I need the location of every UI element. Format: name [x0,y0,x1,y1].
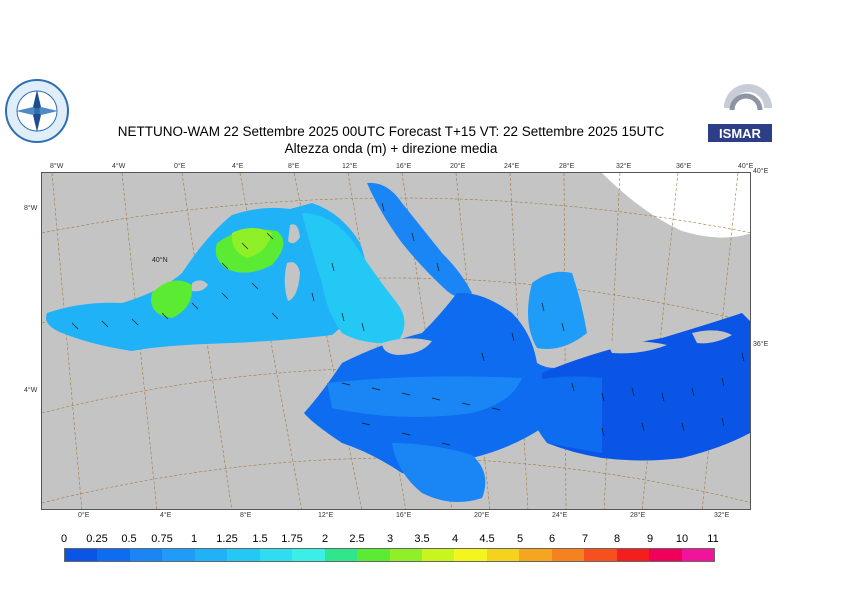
colorbar-swatch [292,549,325,561]
left-tick: 8°W [24,205,38,212]
top-tick: 36°E [676,163,692,170]
colorbar-label: 0.75 [151,533,173,545]
colorbar-label: 9 [646,533,654,545]
crete-island [607,341,667,354]
colorbar-label: 1.5 [252,533,268,545]
colorbar-swatch [129,549,163,561]
right-tick: 40°E [753,168,769,175]
top-tick: 12°E [342,163,358,170]
latitude-label: 40°N [152,256,168,264]
colorbar-label: 7 [581,533,589,545]
colorbar-label: 3.5 [414,533,430,545]
top-tick: 16°E [396,163,412,170]
colorbar-label: 0.25 [86,533,108,545]
outside-domain-area [602,173,750,238]
right-tick: 36°E [753,341,769,348]
top-tick: 28°E [559,163,575,170]
top-tick: 32°E [616,163,632,170]
bottom-tick: 32°E [714,512,730,519]
colorbar-label: 6 [548,533,556,545]
bottom-tick: 8°E [240,512,252,519]
wave-height-map: 40°N [41,172,751,510]
island [192,280,208,292]
colorbar-label: 1.75 [281,533,303,545]
colorbar-label: 10 [675,533,689,545]
bottom-tick: 24°E [552,512,568,519]
sicily-island [382,338,432,355]
western-basin-sea [46,203,367,351]
colorbar-swatch [681,549,715,561]
sardinia-island [284,262,300,301]
colorbar [64,548,715,562]
aegean-sea [528,271,587,349]
high-wave-area [151,280,193,318]
high-wave-area [231,228,272,258]
colorbar-swatch [259,549,293,561]
top-tick: 40°E [738,163,754,170]
colorbar-label: 0.5 [121,533,137,545]
gulf-of-sidra [392,443,486,502]
tyrrhenian-sea [302,213,405,344]
colorbar-label: 0 [60,533,68,545]
compass-rose-logo [5,79,69,143]
colorbar-label: 5 [516,533,524,545]
colorbar-swatch [551,549,585,561]
top-tick: 4°W [112,163,126,170]
bottom-tick: 12°E [318,512,334,519]
map-subtitle: Altezza onda (m) + direzione media [284,141,498,156]
colorbar-label: 4.5 [479,533,495,545]
bottom-tick: 28°E [630,512,646,519]
top-tick: 0°E [174,163,186,170]
top-tick: 8°W [50,163,64,170]
colorbar-swatch [194,549,228,561]
bottom-tick: 20°E [474,512,490,519]
colorbar-swatch [357,549,390,561]
colorbar-swatch [421,549,455,561]
colorbar-label: 8 [613,533,621,545]
colorbar-swatch [519,549,552,561]
ismar-logo-text: ISMAR [719,126,762,141]
top-tick: 8°E [288,163,300,170]
colorbar-label: 4 [451,533,459,545]
ismar-logo: ISMAR [708,78,772,142]
colorbar-swatch [486,549,520,561]
colorbar-label: 1 [190,533,198,545]
colorbar-label: 2 [321,533,329,545]
colorbar-swatch [227,549,260,561]
bottom-tick: 0°E [78,512,90,519]
wave-direction-arrows [71,202,745,446]
central-med-sea [327,376,522,417]
bottom-tick: 4°E [160,512,172,519]
map-canvas: 40°N [42,173,750,509]
colorbar-swatch [616,549,650,561]
colorbar-swatch [97,549,130,561]
top-tick: 24°E [504,163,520,170]
colorbar-label: 11 [707,533,719,545]
map-title: NETTUNO-WAM 22 Settembre 2025 00UTC Fore… [117,124,665,139]
colorbar-swatch [162,549,195,561]
corsica-island [288,224,300,244]
colorbar-label: 2.5 [349,533,365,545]
levantine-sea [522,376,602,453]
colorbar-swatch [454,549,487,561]
colorbar-swatch [324,549,358,561]
colorbar-label: 3 [386,533,394,545]
top-tick: 20°E [450,163,466,170]
left-tick: 4°W [24,387,38,394]
top-tick: 4°E [232,163,244,170]
colorbar-swatch [584,549,617,561]
colorbar-swatch [389,549,422,561]
adriatic-sea [367,182,472,298]
colorbar-swatch [65,549,98,561]
bottom-tick: 16°E [396,512,412,519]
cyprus-island [692,330,732,344]
colorbar-label: 1.25 [216,533,238,545]
colorbar-swatch [649,549,682,561]
